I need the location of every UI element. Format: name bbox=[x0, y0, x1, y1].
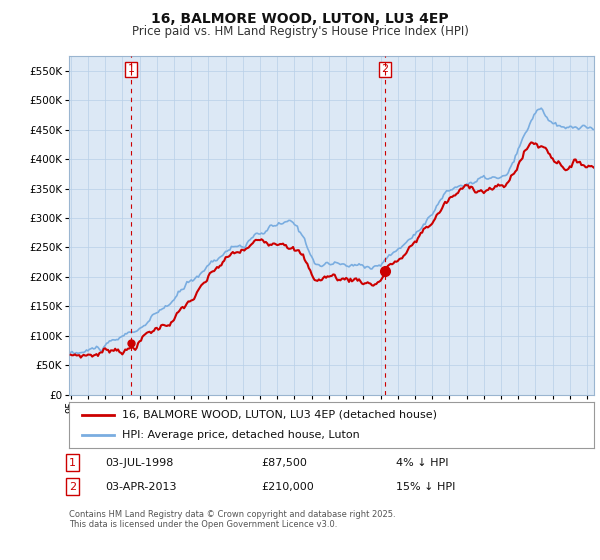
Text: HPI: Average price, detached house, Luton: HPI: Average price, detached house, Luto… bbox=[121, 430, 359, 440]
Text: 1: 1 bbox=[127, 64, 134, 74]
Text: 16, BALMORE WOOD, LUTON, LU3 4EP (detached house): 16, BALMORE WOOD, LUTON, LU3 4EP (detach… bbox=[121, 410, 437, 420]
Text: £87,500: £87,500 bbox=[261, 458, 307, 468]
Text: 4% ↓ HPI: 4% ↓ HPI bbox=[396, 458, 449, 468]
Text: £210,000: £210,000 bbox=[261, 482, 314, 492]
Text: 2: 2 bbox=[69, 482, 76, 492]
Text: 03-APR-2013: 03-APR-2013 bbox=[105, 482, 176, 492]
Text: 03-JUL-1998: 03-JUL-1998 bbox=[105, 458, 173, 468]
Text: 1: 1 bbox=[69, 458, 76, 468]
Text: 2: 2 bbox=[381, 64, 388, 74]
Text: Price paid vs. HM Land Registry's House Price Index (HPI): Price paid vs. HM Land Registry's House … bbox=[131, 25, 469, 38]
Text: 16, BALMORE WOOD, LUTON, LU3 4EP: 16, BALMORE WOOD, LUTON, LU3 4EP bbox=[151, 12, 449, 26]
Text: 15% ↓ HPI: 15% ↓ HPI bbox=[396, 482, 455, 492]
Text: Contains HM Land Registry data © Crown copyright and database right 2025.
This d: Contains HM Land Registry data © Crown c… bbox=[69, 510, 395, 529]
